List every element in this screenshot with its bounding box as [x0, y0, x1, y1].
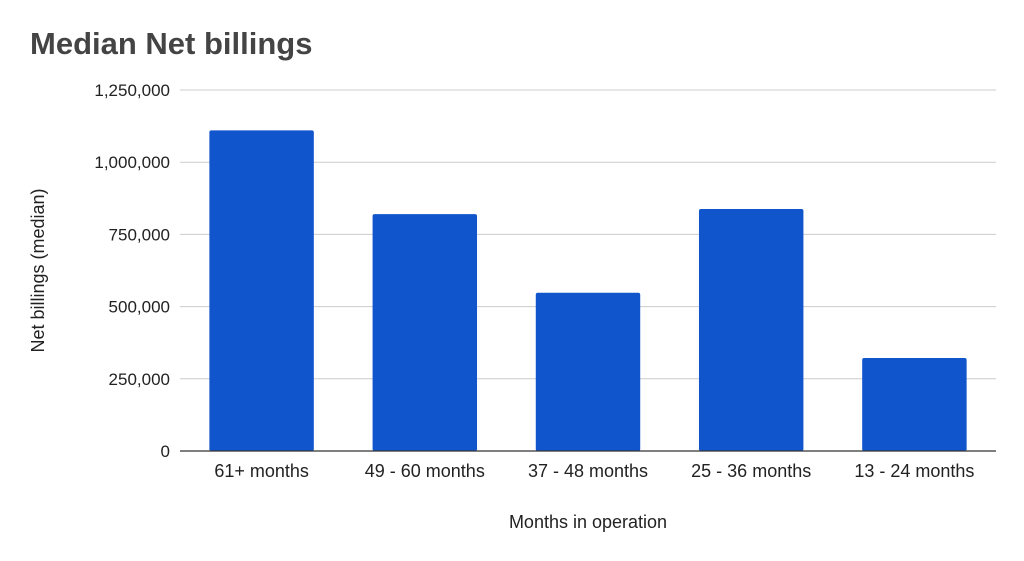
bar [209, 130, 314, 451]
x-axis-label: Months in operation [509, 512, 667, 532]
bars [209, 130, 967, 451]
y-tick-label: 1,250,000 [94, 81, 170, 100]
x-tick-label: 37 - 48 months [528, 461, 648, 481]
bar [862, 358, 967, 451]
y-tick-label: 1,000,000 [94, 153, 170, 172]
x-tick-label: 13 - 24 months [854, 461, 974, 481]
x-tick-label: 61+ months [214, 461, 309, 481]
y-tick-label: 750,000 [109, 225, 170, 244]
bar [535, 292, 641, 451]
bar [372, 214, 478, 451]
y-tick-label: 0 [161, 442, 170, 461]
y-tick-label: 250,000 [109, 370, 170, 389]
chart-title: Median Net billings [30, 26, 312, 61]
y-axis-ticks: 0 250,000 500,000 750,000 1,000,000 1,250,000 [94, 81, 170, 461]
x-tick-label: 25 - 36 months [691, 461, 811, 481]
x-tick-label: 49 - 60 months [365, 461, 485, 481]
y-axis-label: Net billings (median) [28, 188, 48, 352]
bar [698, 208, 804, 451]
gridlines [180, 89, 996, 380]
x-axis-categories: 61+ months 49 - 60 months 37 - 48 months 25… [214, 461, 974, 481]
y-tick-label: 500,000 [109, 298, 170, 317]
